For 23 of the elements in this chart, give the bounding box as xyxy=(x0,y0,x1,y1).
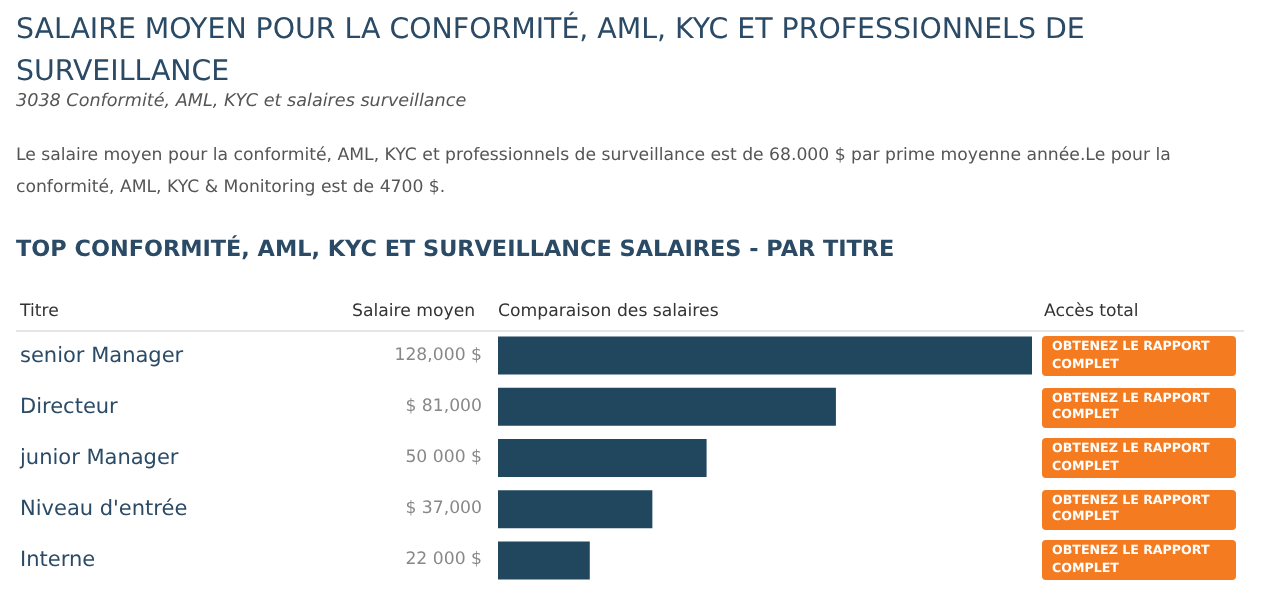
data-label: $ 37,000 xyxy=(405,499,482,520)
bar xyxy=(498,387,836,426)
y-tick-label: senior Manager xyxy=(20,343,185,368)
bar xyxy=(498,439,707,477)
bar xyxy=(498,541,590,580)
text: Accès total xyxy=(1044,302,1139,322)
text: 3038 Conformité, AML, KYC et salaires surveillance xyxy=(16,92,467,112)
y-tick-label: junior Manager xyxy=(18,446,180,470)
bar xyxy=(498,336,1032,375)
data-label: 22 000 $ xyxy=(405,550,482,571)
text: Comparaison des salaires xyxy=(498,302,719,322)
data-label: $ 81,000 xyxy=(405,396,482,417)
y-tick-label: Niveau d'entrée xyxy=(20,497,188,522)
chart-title: SALAIRE MOYEN POUR LA CONFORMITÉ, AML, KYC ET PROFESSIONNELS DE SURVEILLANCE xyxy=(16,10,1087,92)
data-label: 128,000 $ xyxy=(394,345,482,366)
data-label: 50 000 $ xyxy=(405,448,482,468)
text: Salaire moyen xyxy=(352,302,476,322)
text: Le salaire moyen pour la conformité, AML, KYC et professionnels de surveillance est de 68.000 $ par prime moyenne année.Le pour la conformité, AML, KYC & Monitoring est de 4700 $. xyxy=(16,144,1173,202)
text: TOP CONFORMITÉ, AML, KYC ET SURVEILLANCE SALAIRES - PAR TITRE xyxy=(16,236,895,262)
text: Titre xyxy=(20,302,59,322)
y-tick-label: Interne xyxy=(20,548,96,573)
bar xyxy=(498,490,653,529)
y-tick-label: Directeur xyxy=(20,394,120,419)
